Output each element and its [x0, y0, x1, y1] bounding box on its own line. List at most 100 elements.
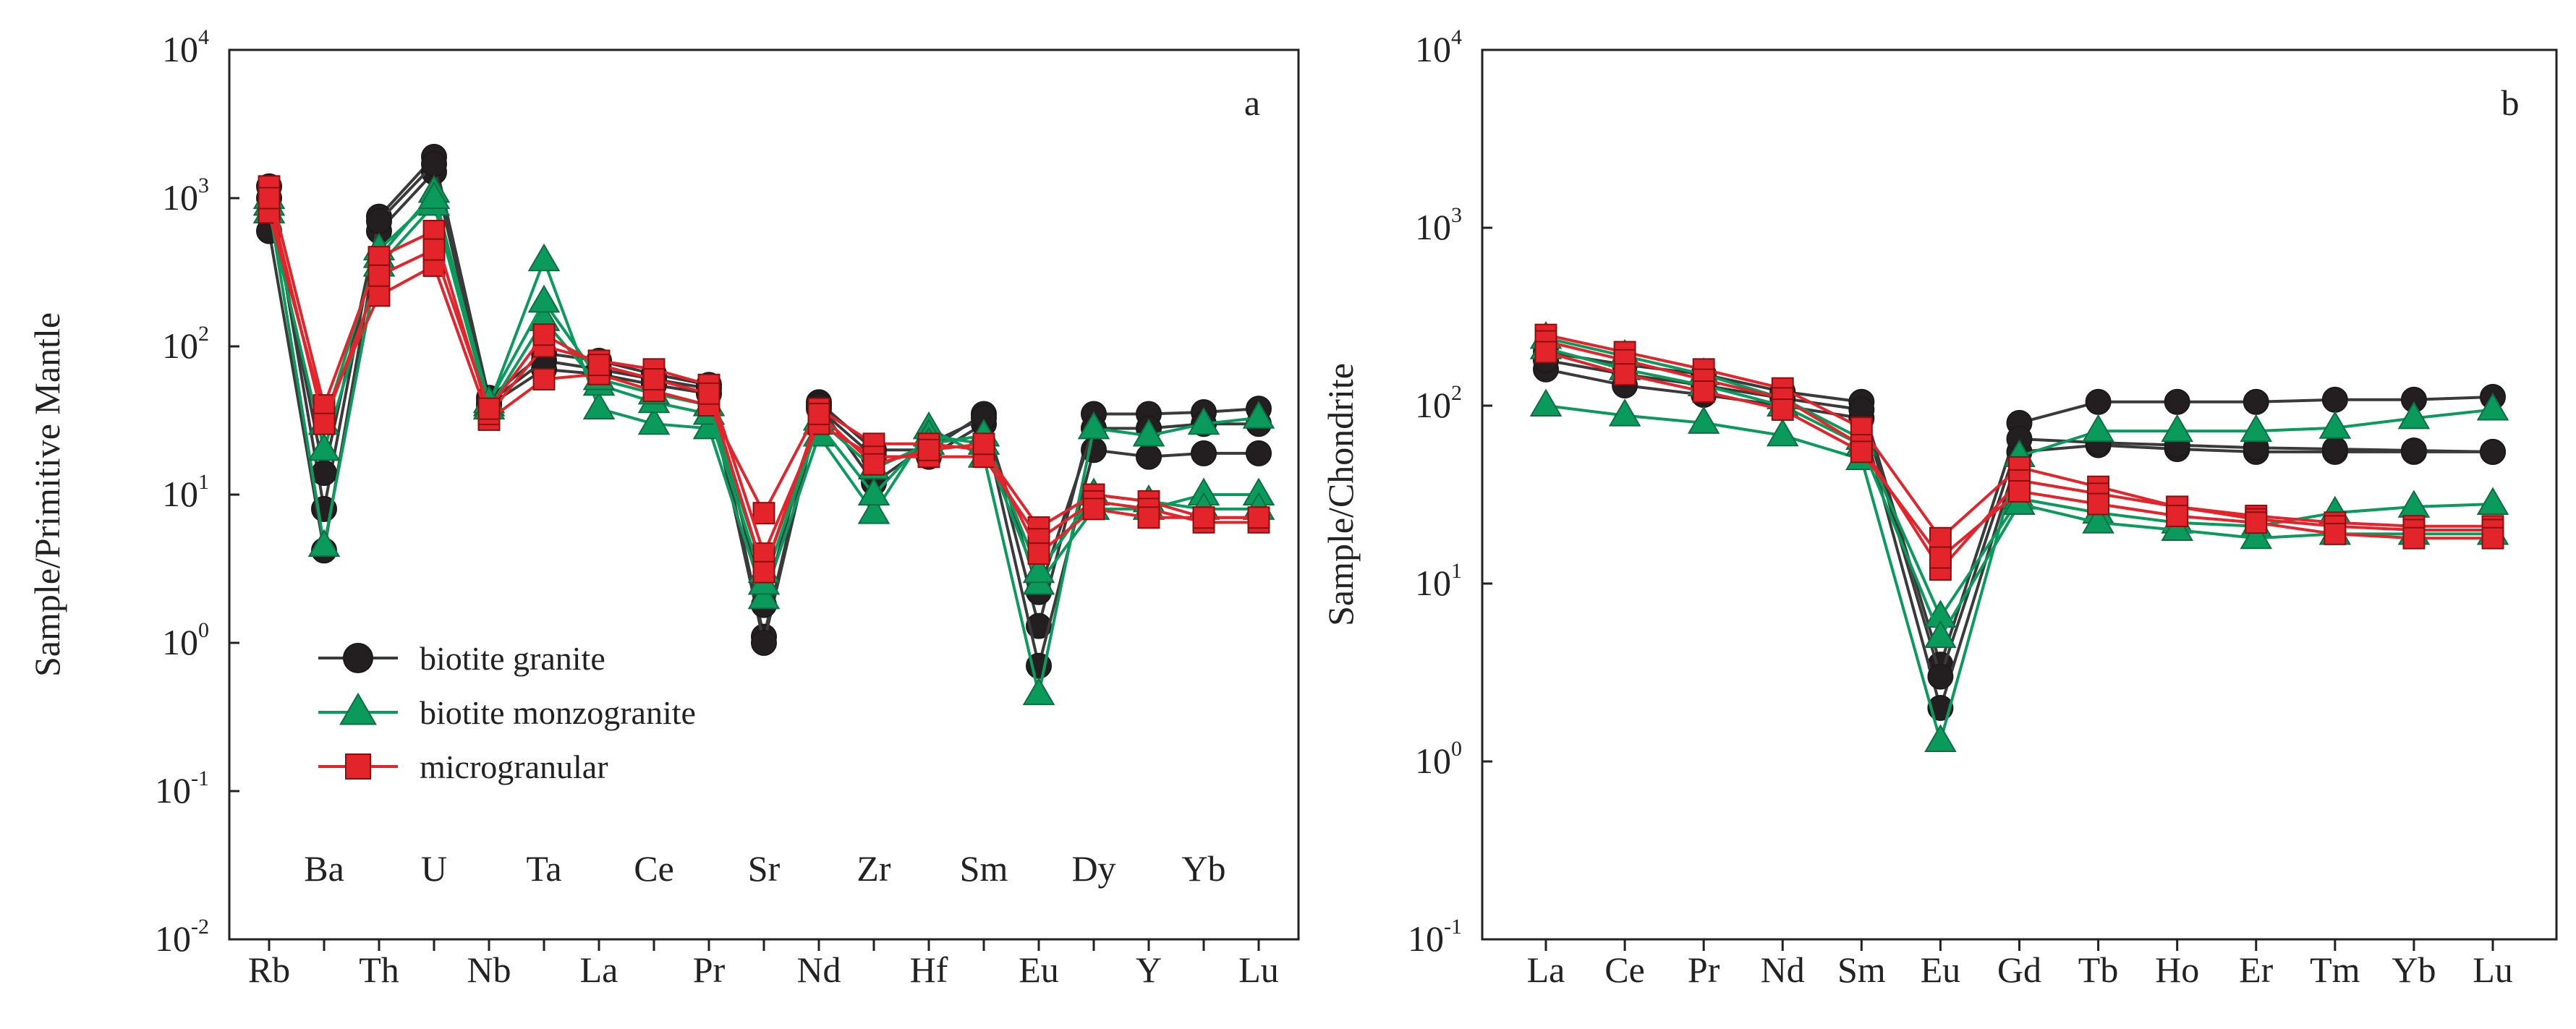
- data-point-square: [422, 238, 446, 261]
- y-tick-base: 10: [162, 474, 198, 514]
- y-tick-label: 10-2: [155, 915, 209, 959]
- data-point-square: [2087, 492, 2110, 516]
- data-point-square: [2324, 522, 2347, 545]
- data-point-triangle: [2397, 490, 2431, 518]
- data-point-square: [2402, 526, 2426, 550]
- data-point-triangle: [2161, 414, 2193, 443]
- data-point-circle: [2321, 386, 2348, 413]
- data-point-square: [587, 354, 611, 377]
- data-point-square: [697, 382, 720, 405]
- data-point-square: [1534, 341, 1557, 364]
- data-point-triangle: [2082, 414, 2114, 443]
- series-microgranular: [1534, 341, 2504, 569]
- data-point-square: [862, 453, 885, 476]
- y-tick-label: 102: [1415, 381, 1462, 425]
- x-category-label: Hf: [910, 949, 948, 990]
- data-point-triangle: [1924, 724, 1957, 752]
- x-category-label: Ce: [1604, 949, 1645, 990]
- data-point-triangle: [857, 496, 890, 524]
- series-biotite-monzogranite: [1529, 388, 2509, 752]
- y-tick-base: 10: [162, 325, 198, 366]
- data-point-square: [1613, 363, 1636, 386]
- data-point-triangle: [2476, 487, 2509, 516]
- data-point-square: [532, 368, 556, 390]
- x-category-label: La: [1527, 949, 1565, 990]
- x-category-label: U: [421, 848, 447, 889]
- data-point-square: [972, 432, 995, 456]
- data-point-triangle: [527, 284, 561, 313]
- series-line: [1545, 359, 2494, 678]
- data-point-triangle: [637, 406, 671, 435]
- y-tick-label: 100: [162, 618, 209, 662]
- data-point-triangle: [307, 529, 341, 558]
- x-category-label: Sm: [1837, 949, 1886, 990]
- data-point-square: [752, 560, 775, 584]
- y-tick-exponent: -1: [191, 767, 209, 790]
- x-category-label: Sm: [960, 848, 1008, 889]
- y-tick-base: 10: [1408, 918, 1444, 959]
- data-point-triangle: [2240, 521, 2273, 550]
- y-tick-base: 10: [1415, 207, 1451, 247]
- y-tick-base: 10: [1415, 740, 1451, 781]
- x-category-label: Gd: [1997, 949, 2041, 990]
- data-point-triangle: [1187, 406, 1220, 435]
- data-point-circle: [2321, 436, 2348, 463]
- y-tick-exponent: 2: [1451, 381, 1462, 405]
- data-point-square: [917, 438, 940, 461]
- data-point-triangle: [527, 243, 561, 272]
- x-category-label: Ba: [304, 848, 344, 889]
- x-category-label: Rb: [248, 949, 290, 990]
- data-point-square: [2481, 526, 2504, 550]
- x-category-label: Eu: [1921, 949, 1961, 990]
- x-category-label: Er: [2239, 949, 2274, 990]
- y-tick-exponent: -1: [1444, 915, 1462, 939]
- legend-marker-circle: [343, 643, 373, 673]
- y-tick-label: 101: [162, 470, 209, 514]
- y-tick-base: 10: [1415, 563, 1451, 603]
- x-category-label: Nd: [796, 949, 841, 990]
- data-point-circle: [2243, 388, 2269, 415]
- data-point-square: [477, 397, 501, 420]
- panel-letter: a: [1244, 82, 1260, 123]
- data-point-triangle: [582, 391, 616, 420]
- data-point-square: [367, 264, 391, 287]
- x-category-label: Yb: [2392, 949, 2436, 990]
- legend-marker-square: [345, 753, 371, 780]
- y-tick-label: 103: [162, 174, 209, 218]
- data-point-square: [1692, 380, 1715, 403]
- data-point-square: [807, 403, 830, 425]
- data-point-circle: [1246, 440, 1272, 466]
- x-category-label: Dy: [1071, 848, 1115, 889]
- data-point-circle: [1191, 440, 1217, 466]
- data-point-triangle: [1687, 406, 1720, 434]
- data-point-square: [1247, 506, 1270, 529]
- y-tick-base: 10: [1415, 29, 1451, 69]
- y-tick-exponent: 1: [1451, 559, 1462, 583]
- data-point-triangle: [2318, 411, 2352, 439]
- series-line: [268, 203, 1259, 586]
- x-category-label: La: [580, 949, 619, 990]
- data-point-triangle: [1924, 620, 1957, 649]
- legend-label: biotite granite: [420, 640, 605, 677]
- data-point-square: [422, 220, 446, 242]
- data-point-triangle: [1077, 411, 1110, 440]
- panel-letter: b: [2501, 82, 2520, 123]
- data-point-triangle: [2240, 414, 2273, 443]
- data-point-square: [2008, 479, 2031, 503]
- data-point-triangle: [1132, 418, 1165, 447]
- y-tick-base: 10: [162, 29, 198, 69]
- data-point-square: [313, 412, 336, 435]
- y-tick-exponent: 3: [1451, 203, 1462, 227]
- data-point-triangle: [2476, 392, 2509, 421]
- y-tick-label: 104: [1415, 25, 1462, 69]
- data-point-triangle: [2082, 505, 2114, 534]
- y-tick-exponent: 4: [198, 25, 209, 49]
- y-tick-base: 10: [162, 622, 198, 662]
- y-axis-title: Sample/Primitive Mantle: [27, 312, 67, 677]
- data-point-triangle: [1608, 398, 1641, 427]
- x-category-label: Pr: [1688, 949, 1720, 990]
- data-point-square: [2245, 511, 2268, 534]
- data-point-square: [1929, 526, 1952, 550]
- data-point-square: [1027, 542, 1050, 565]
- data-point-square: [642, 368, 666, 390]
